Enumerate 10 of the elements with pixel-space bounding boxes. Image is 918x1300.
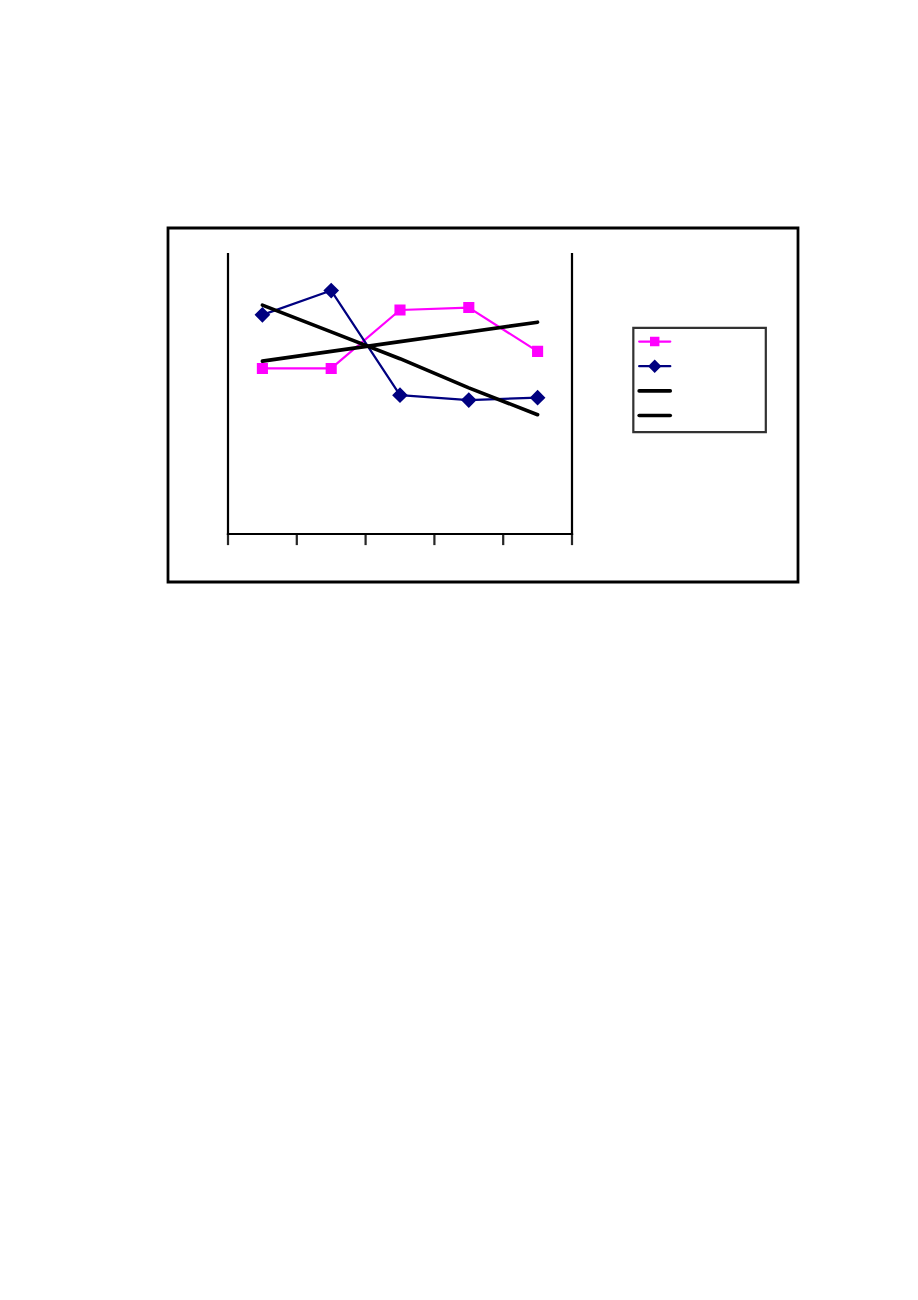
point [323,283,339,298]
point [392,387,408,403]
point [255,307,270,323]
point [532,345,544,357]
point [461,392,477,408]
point [530,390,545,405]
point [463,302,475,314]
point [256,362,268,374]
point [325,362,337,374]
point [394,304,406,316]
